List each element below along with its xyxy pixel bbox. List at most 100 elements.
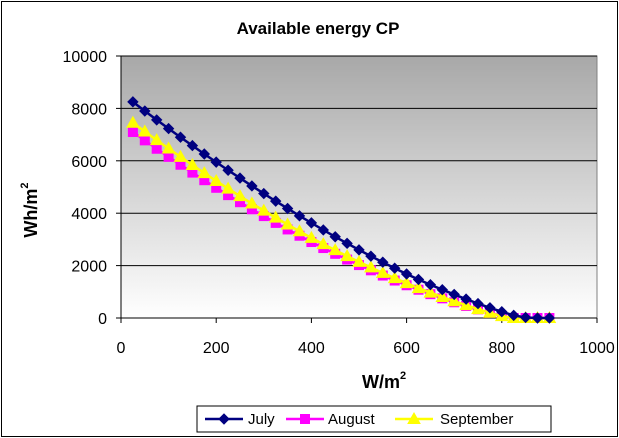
point-july-23 xyxy=(400,268,413,280)
point-august-0 xyxy=(127,126,138,137)
point-august-1 xyxy=(139,135,150,146)
legend-label-august: August xyxy=(328,411,376,428)
point-september-9 xyxy=(233,189,247,202)
legend-label-july: July xyxy=(248,411,275,428)
legend-box xyxy=(196,405,552,433)
point-july-6 xyxy=(198,148,211,160)
point-july-15 xyxy=(305,217,318,229)
point-july-20 xyxy=(365,250,377,262)
point-july-17 xyxy=(329,231,341,243)
point-september-27 xyxy=(447,294,462,307)
point-september-22 xyxy=(387,271,402,284)
point-july-30 xyxy=(484,302,496,314)
legend: July August September xyxy=(196,405,552,433)
point-september-21 xyxy=(375,265,390,278)
point-july-3 xyxy=(162,122,175,135)
legend-marker-august xyxy=(300,414,310,424)
point-july-32 xyxy=(507,309,520,322)
point-july-31 xyxy=(496,306,508,318)
y-tick-label-3: 6000 xyxy=(71,154,107,171)
point-july-13 xyxy=(281,202,294,215)
point-september-10 xyxy=(245,196,259,209)
chart-title: Available energy CP xyxy=(237,19,400,38)
point-july-1 xyxy=(139,105,151,117)
point-july-14 xyxy=(293,210,306,222)
point-september-20 xyxy=(364,260,378,273)
x-axis-label-text: W/m xyxy=(362,372,400,392)
point-september-16 xyxy=(316,237,331,250)
point-september-19 xyxy=(352,254,366,267)
point-july-28 xyxy=(460,293,472,305)
point-july-8 xyxy=(222,164,234,176)
y-tick-label-2: 4000 xyxy=(71,206,107,223)
point-september-1 xyxy=(137,124,152,137)
point-september-13 xyxy=(280,217,295,230)
x-tick-label-2: 400 xyxy=(298,340,325,357)
axes: 0 2000 4000 6000 8000 10000 0 200 400 600 800 1000 xyxy=(63,49,615,357)
x-tick-label-4: 800 xyxy=(488,340,515,357)
legend-label-september: September xyxy=(440,411,513,428)
point-july-29 xyxy=(472,297,484,310)
point-september-11 xyxy=(256,203,271,216)
x-tick-label-1: 200 xyxy=(203,340,230,357)
point-july-25 xyxy=(424,279,437,291)
point-september-6 xyxy=(197,166,212,179)
point-july-33 xyxy=(519,311,532,324)
point-july-9 xyxy=(234,172,246,184)
y-axis-label-text: Wh/m xyxy=(21,189,41,238)
legend-marker-september xyxy=(407,411,421,424)
point-july-0 xyxy=(127,96,139,108)
point-september-5 xyxy=(185,157,200,170)
point-august-2 xyxy=(151,143,162,154)
point-july-12 xyxy=(269,195,282,207)
point-july-35 xyxy=(543,312,556,324)
point-september-8 xyxy=(221,181,235,194)
point-september-18 xyxy=(340,249,354,262)
y-axis-label: Wh/m2 xyxy=(19,182,41,237)
x-tick-label-5: 1000 xyxy=(579,340,615,357)
y-tick-label-1: 2000 xyxy=(71,259,107,276)
point-july-16 xyxy=(317,224,330,236)
y-axis-label-sup: 2 xyxy=(19,182,31,188)
x-tick-label-0: 0 xyxy=(117,340,126,357)
x-axis-label: W/m2 xyxy=(362,370,406,392)
point-july-7 xyxy=(210,156,222,168)
series-layer xyxy=(126,96,557,324)
point-september-17 xyxy=(328,243,343,256)
point-july-24 xyxy=(412,273,425,286)
point-september-24 xyxy=(411,281,426,294)
x-axis-label-sup: 2 xyxy=(400,370,406,382)
y-tick-label-5: 10000 xyxy=(63,49,108,66)
x-tick-label-3: 600 xyxy=(393,340,420,357)
point-september-23 xyxy=(399,276,414,289)
point-september-14 xyxy=(292,224,307,237)
point-september-25 xyxy=(423,285,438,298)
point-july-34 xyxy=(531,312,544,324)
point-september-15 xyxy=(304,230,319,243)
point-september-4 xyxy=(173,149,188,162)
point-september-26 xyxy=(435,290,450,303)
point-september-12 xyxy=(268,210,283,223)
series-september xyxy=(126,115,557,323)
point-september-2 xyxy=(149,133,164,146)
point-july-19 xyxy=(353,244,365,256)
point-july-21 xyxy=(377,256,389,268)
y-tick-label-0: 0 xyxy=(98,311,107,328)
series-july xyxy=(127,96,556,324)
point-july-2 xyxy=(150,114,163,126)
point-july-10 xyxy=(246,180,258,192)
point-july-5 xyxy=(186,139,199,152)
point-september-3 xyxy=(161,141,176,154)
point-august-3 xyxy=(163,151,174,162)
point-july-11 xyxy=(258,187,270,200)
point-july-4 xyxy=(174,131,187,143)
point-july-22 xyxy=(388,262,401,274)
point-july-27 xyxy=(448,288,460,301)
y-tick-label-4: 8000 xyxy=(71,101,107,118)
gridlines xyxy=(121,55,597,267)
point-september-0 xyxy=(126,115,140,128)
point-july-26 xyxy=(436,283,449,296)
point-july-18 xyxy=(341,237,353,250)
